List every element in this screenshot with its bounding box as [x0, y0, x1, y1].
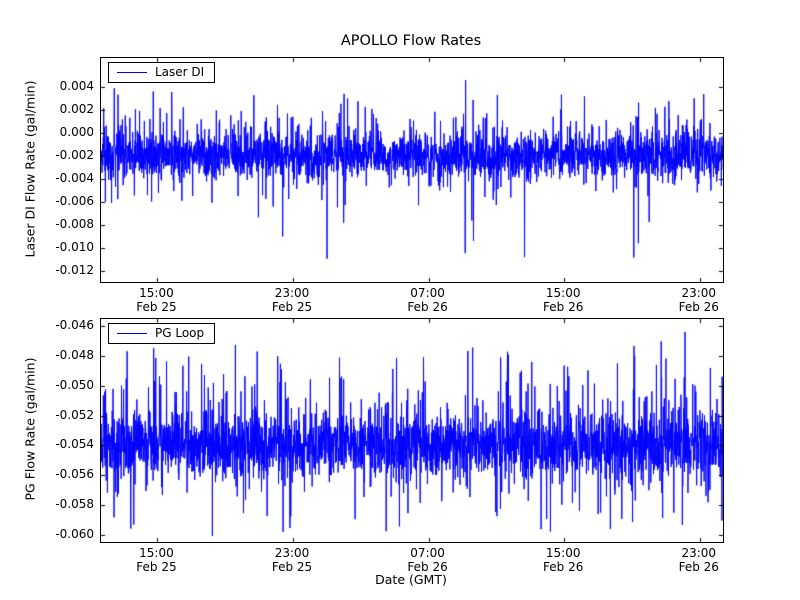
y-tick-label: -0.054	[55, 437, 94, 452]
x-axis-label: Date (GMT)	[375, 572, 447, 587]
y-tick-label: -0.056	[55, 467, 94, 482]
x-tick-label-time: 23:00	[274, 546, 310, 560]
x-tick-label-time: 15:00	[139, 546, 174, 560]
x-tick-label-time: 15:00	[545, 546, 581, 560]
y-tick-label: -0.012	[55, 262, 94, 277]
axes-pg-loop: PG Loop	[100, 318, 724, 543]
y-tick-label: -0.048	[55, 348, 94, 363]
legend-pg-loop: PG Loop	[108, 323, 216, 344]
y-tick-label: -0.004	[55, 170, 94, 185]
x-tick-label-date: Feb 26	[407, 560, 448, 574]
x-tick-label-date: Feb 26	[543, 300, 584, 314]
y-tick-label: 0.002	[59, 101, 94, 116]
y-tick-label: -0.008	[55, 216, 94, 231]
x-tick-label-time: 15:00	[545, 286, 581, 300]
x-tick-label-time: 23:00	[681, 546, 717, 560]
y-tick-label: -0.010	[55, 239, 94, 254]
legend-label: Laser DI	[155, 65, 205, 79]
x-tick-label-date: Feb 25	[136, 300, 177, 314]
legend-line-icon	[117, 71, 147, 73]
y-tick-label: -0.058	[55, 496, 94, 511]
x-tick-label-date: Feb 26	[678, 560, 719, 574]
x-tick-label-date: Feb 26	[543, 560, 584, 574]
y-tick-label: -0.006	[55, 193, 94, 208]
x-tick-label-time: 07:00	[410, 286, 445, 300]
x-tick-label-date: Feb 26	[678, 300, 719, 314]
y-tick-label: -0.052	[55, 407, 94, 422]
legend-label: PG Loop	[155, 326, 205, 340]
legend-line-icon	[117, 332, 147, 334]
y-tick-label: 0.000	[59, 124, 94, 139]
plot-canvas-laser-di	[101, 58, 723, 282]
y-tick-label: -0.002	[55, 147, 94, 162]
legend-laser-di: Laser DI	[108, 62, 216, 83]
x-tick-label-time: 23:00	[274, 286, 310, 300]
x-tick-label-date: Feb 25	[271, 560, 313, 574]
plot-canvas-pg-loop	[101, 319, 723, 542]
y-tick-label: -0.046	[55, 318, 94, 333]
y-tick-label: 0.004	[59, 78, 94, 93]
chart-title: APOLLO Flow Rates	[340, 33, 482, 49]
x-tick-label-time: 07:00	[410, 546, 445, 560]
x-tick-label-date: Feb 25	[136, 560, 177, 574]
x-tick-label-date: Feb 25	[271, 300, 313, 314]
x-tick-label-time: 23:00	[681, 286, 717, 300]
y-tick-label: -0.060	[55, 526, 94, 541]
y-tick-label: -0.050	[55, 377, 94, 392]
axes-laser-di: Laser DI	[100, 57, 724, 283]
x-tick-label-time: 15:00	[139, 286, 174, 300]
x-tick-label-date: Feb 26	[407, 300, 448, 314]
